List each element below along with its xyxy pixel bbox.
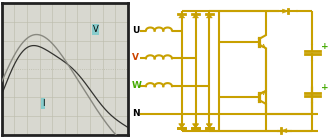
Polygon shape <box>193 124 198 128</box>
Text: W: W <box>132 81 142 90</box>
Text: +: + <box>321 42 328 51</box>
Polygon shape <box>281 129 287 133</box>
Polygon shape <box>179 124 185 128</box>
Text: I: I <box>42 99 45 108</box>
Text: U: U <box>132 26 139 35</box>
Text: V: V <box>92 25 98 34</box>
Polygon shape <box>179 124 185 128</box>
Text: N: N <box>132 109 140 118</box>
Polygon shape <box>179 14 185 18</box>
Text: V: V <box>132 54 139 62</box>
Polygon shape <box>282 9 288 13</box>
Polygon shape <box>206 124 212 128</box>
Polygon shape <box>193 14 198 18</box>
Text: +: + <box>321 83 328 92</box>
Polygon shape <box>193 124 198 128</box>
Polygon shape <box>206 14 212 18</box>
Polygon shape <box>206 124 212 128</box>
